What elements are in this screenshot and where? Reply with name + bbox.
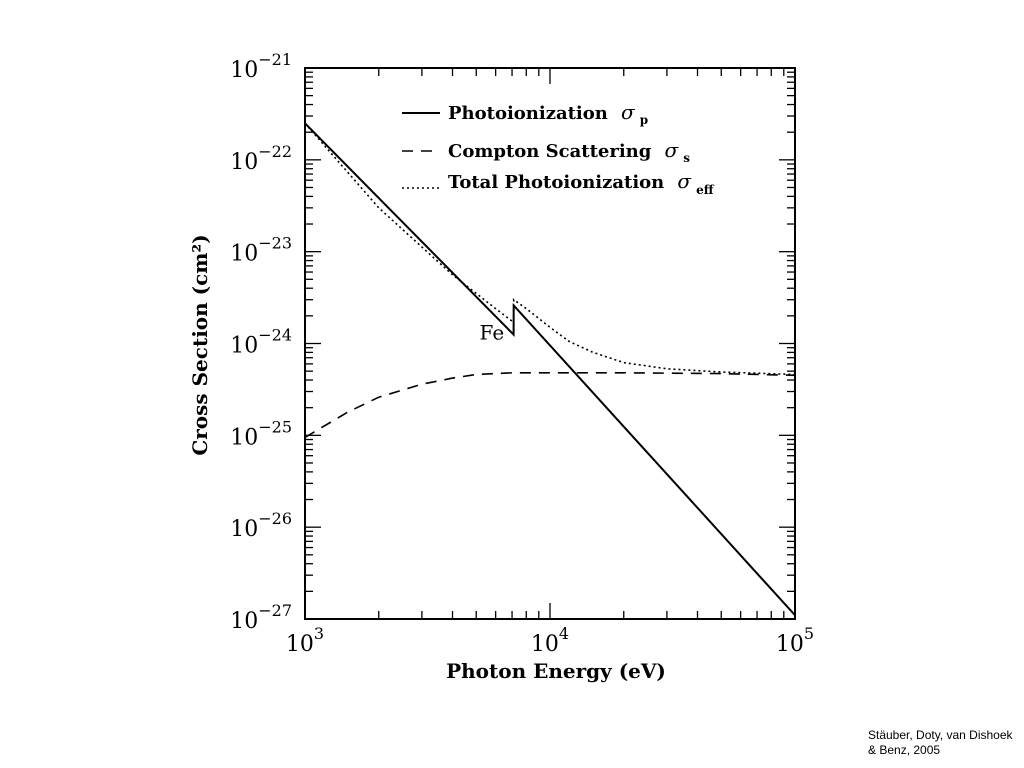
x-tick-label: 105 — [776, 624, 814, 657]
y-tick-label: 10−27 — [230, 601, 292, 634]
y-tick-label: 10−21 — [230, 50, 292, 83]
legend: Photoionization σ p Compton Scattering σ… — [402, 100, 715, 197]
figure-credit: Stäuber, Doty, van Dishoek & Benz, 2005 — [868, 728, 1018, 758]
fe-edge-annotation: Fe — [480, 321, 505, 345]
plot-frame — [304, 67, 796, 620]
y-tick-label: 10−22 — [230, 142, 292, 175]
legend-label-photoionization: Photoionization σ p — [448, 100, 648, 127]
series-layer — [304, 122, 796, 616]
x-tick-label: 103 — [286, 624, 324, 657]
y-tick-label: 10−25 — [230, 417, 292, 450]
tick-layer: 103 104 105 10−21 10−22 10−23 10−24 10−25 10−26 1… — [230, 50, 814, 657]
legend-label-compton: Compton Scattering σ s — [448, 138, 690, 165]
series-line-photoionization — [304, 122, 796, 616]
x-tick-label: 104 — [531, 624, 569, 657]
y-axis-title: Cross Section (cm²) — [188, 234, 212, 455]
y-tick-label: 10−24 — [230, 326, 292, 359]
y-tick-label: 10−26 — [230, 509, 292, 542]
credit-line-2: & Benz, 2005 — [868, 743, 941, 757]
x-axis-title: Photon Energy (eV) — [446, 659, 666, 683]
series-line-compton-scattering — [304, 372, 796, 439]
legend-label-total: Total Photoionization σ eff — [448, 169, 715, 197]
series-line-total-photoionization — [304, 122, 796, 376]
y-tick-label: 10−23 — [230, 234, 292, 267]
credit-line-1: Stäuber, Doty, van Dishoek — [868, 728, 1013, 742]
